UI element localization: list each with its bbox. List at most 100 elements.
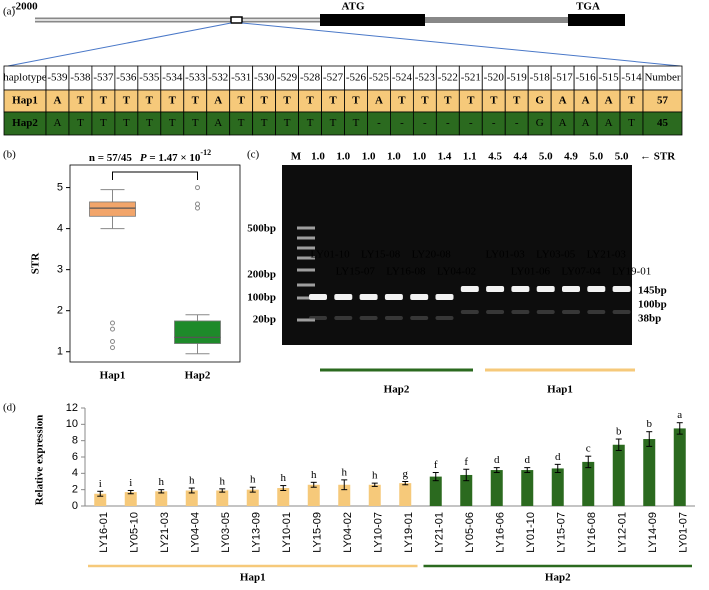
panel-label: (c) — [247, 149, 260, 161]
y-tick-label: 3 — [57, 264, 63, 276]
y-tick-label: 10 — [66, 418, 78, 430]
str-value: 1.0 — [336, 151, 350, 163]
significance-letter: d — [494, 454, 500, 466]
sample-label: LY01-06 — [511, 266, 551, 278]
significance-letter: h — [220, 475, 226, 487]
str-value: 5.0 — [615, 151, 629, 163]
significance-letter: i — [129, 477, 132, 489]
table-cell-text: 57 — [657, 95, 669, 107]
marker-label: M — [291, 151, 302, 163]
table-cell-text: - — [469, 117, 473, 129]
sample-label: LY01-03 — [485, 249, 525, 261]
table-cell-text: T — [123, 95, 131, 107]
bar — [490, 470, 503, 506]
table-cell-text: A — [582, 117, 590, 129]
table-cell-text: T — [398, 95, 406, 107]
significance-letter: c — [586, 443, 591, 455]
group-label: Hap2 — [384, 384, 410, 396]
gel-band — [536, 286, 555, 292]
table-header: -528 — [300, 72, 321, 84]
significance-letter: d — [555, 451, 561, 463]
significance-letter: h — [342, 466, 348, 478]
table-cell-text: T — [146, 117, 153, 129]
table-cell-text: T — [169, 95, 177, 107]
x-tick-label: LY15-09 — [312, 512, 324, 553]
y-tick-label: 6 — [72, 451, 78, 463]
table-cell-text: T — [123, 117, 130, 129]
ladder-band — [297, 256, 315, 260]
significance-letter: b — [616, 426, 622, 438]
x-tick-label: LY16-01 — [98, 512, 110, 553]
table-cell-text: T — [260, 95, 268, 107]
significance-letter: h — [250, 474, 256, 486]
str-value: 5.0 — [539, 151, 553, 163]
bar — [612, 444, 625, 506]
table-header: -522 — [438, 72, 458, 84]
bar — [216, 490, 229, 506]
gene-label: -2000 — [12, 1, 38, 13]
ladder-band — [297, 318, 315, 322]
outlier — [195, 185, 200, 191]
outlier — [110, 320, 115, 326]
table-cell-text: A — [559, 95, 567, 107]
gel-smear — [587, 310, 606, 314]
bar — [246, 489, 259, 506]
table-header: -529 — [277, 72, 298, 84]
table-cell-text: T — [100, 95, 108, 107]
y-tick-label: 2 — [57, 305, 63, 317]
table-cell — [642, 111, 683, 136]
table-cell-text: T — [628, 117, 635, 129]
table-header: -531 — [231, 72, 251, 84]
x-tick-label: LY16-08 — [586, 512, 598, 553]
ladder-label: 500bp — [247, 223, 276, 235]
gel-band — [334, 294, 353, 300]
significance-letter: a — [677, 409, 682, 421]
significance-letter: h — [281, 472, 287, 484]
table-cell-text: G — [535, 95, 544, 107]
ladder-label: 100bp — [247, 292, 276, 304]
bar — [582, 461, 595, 506]
table-cell-text: A — [54, 95, 62, 107]
bar — [551, 468, 564, 506]
str-value: 1.1 — [463, 151, 477, 163]
table-cell-text: T — [238, 95, 246, 107]
gel-band — [384, 294, 403, 300]
bar — [277, 488, 290, 506]
gel-smear — [562, 310, 580, 314]
gel-band — [486, 286, 505, 292]
y-tick-label: 8 — [72, 435, 78, 447]
exon — [320, 14, 425, 26]
x-tick-label: LY01-10 — [525, 512, 537, 553]
table-cell-text: T — [444, 95, 452, 107]
x-tick-label: LY10-07 — [373, 512, 385, 553]
gel-smear — [460, 310, 479, 314]
table-cell-text: T — [146, 95, 154, 107]
str-label: ← STR — [640, 151, 676, 163]
x-tick-label: LY03-05 — [220, 512, 232, 553]
x-tick-label: LY05-06 — [464, 512, 476, 553]
exon — [568, 14, 625, 26]
band-size-label: 100bp — [638, 299, 667, 311]
x-tick-label: Hap1 — [100, 370, 126, 382]
str-value: 1.0 — [412, 151, 426, 163]
table-header: -515 — [598, 72, 619, 84]
p-symbol: P — [140, 152, 147, 164]
table-cell — [642, 65, 683, 91]
ladder-band — [297, 268, 315, 272]
gene-label: ATG — [341, 1, 364, 13]
significance-letter: h — [372, 470, 378, 482]
table-header: -530 — [254, 72, 275, 84]
str-value: 4.9 — [564, 151, 578, 163]
table-cell-text: T — [330, 117, 337, 129]
y-tick-label: 0 — [72, 500, 78, 512]
gel-band — [587, 286, 606, 292]
x-tick-label: LY04-02 — [342, 512, 354, 553]
table-cell-text: - — [423, 117, 427, 129]
table-header: -523 — [415, 72, 436, 84]
plot-frame — [69, 164, 241, 363]
band-size-label: 38bp — [638, 313, 661, 325]
table-cell-text: T — [467, 95, 475, 107]
outlier — [195, 201, 200, 207]
